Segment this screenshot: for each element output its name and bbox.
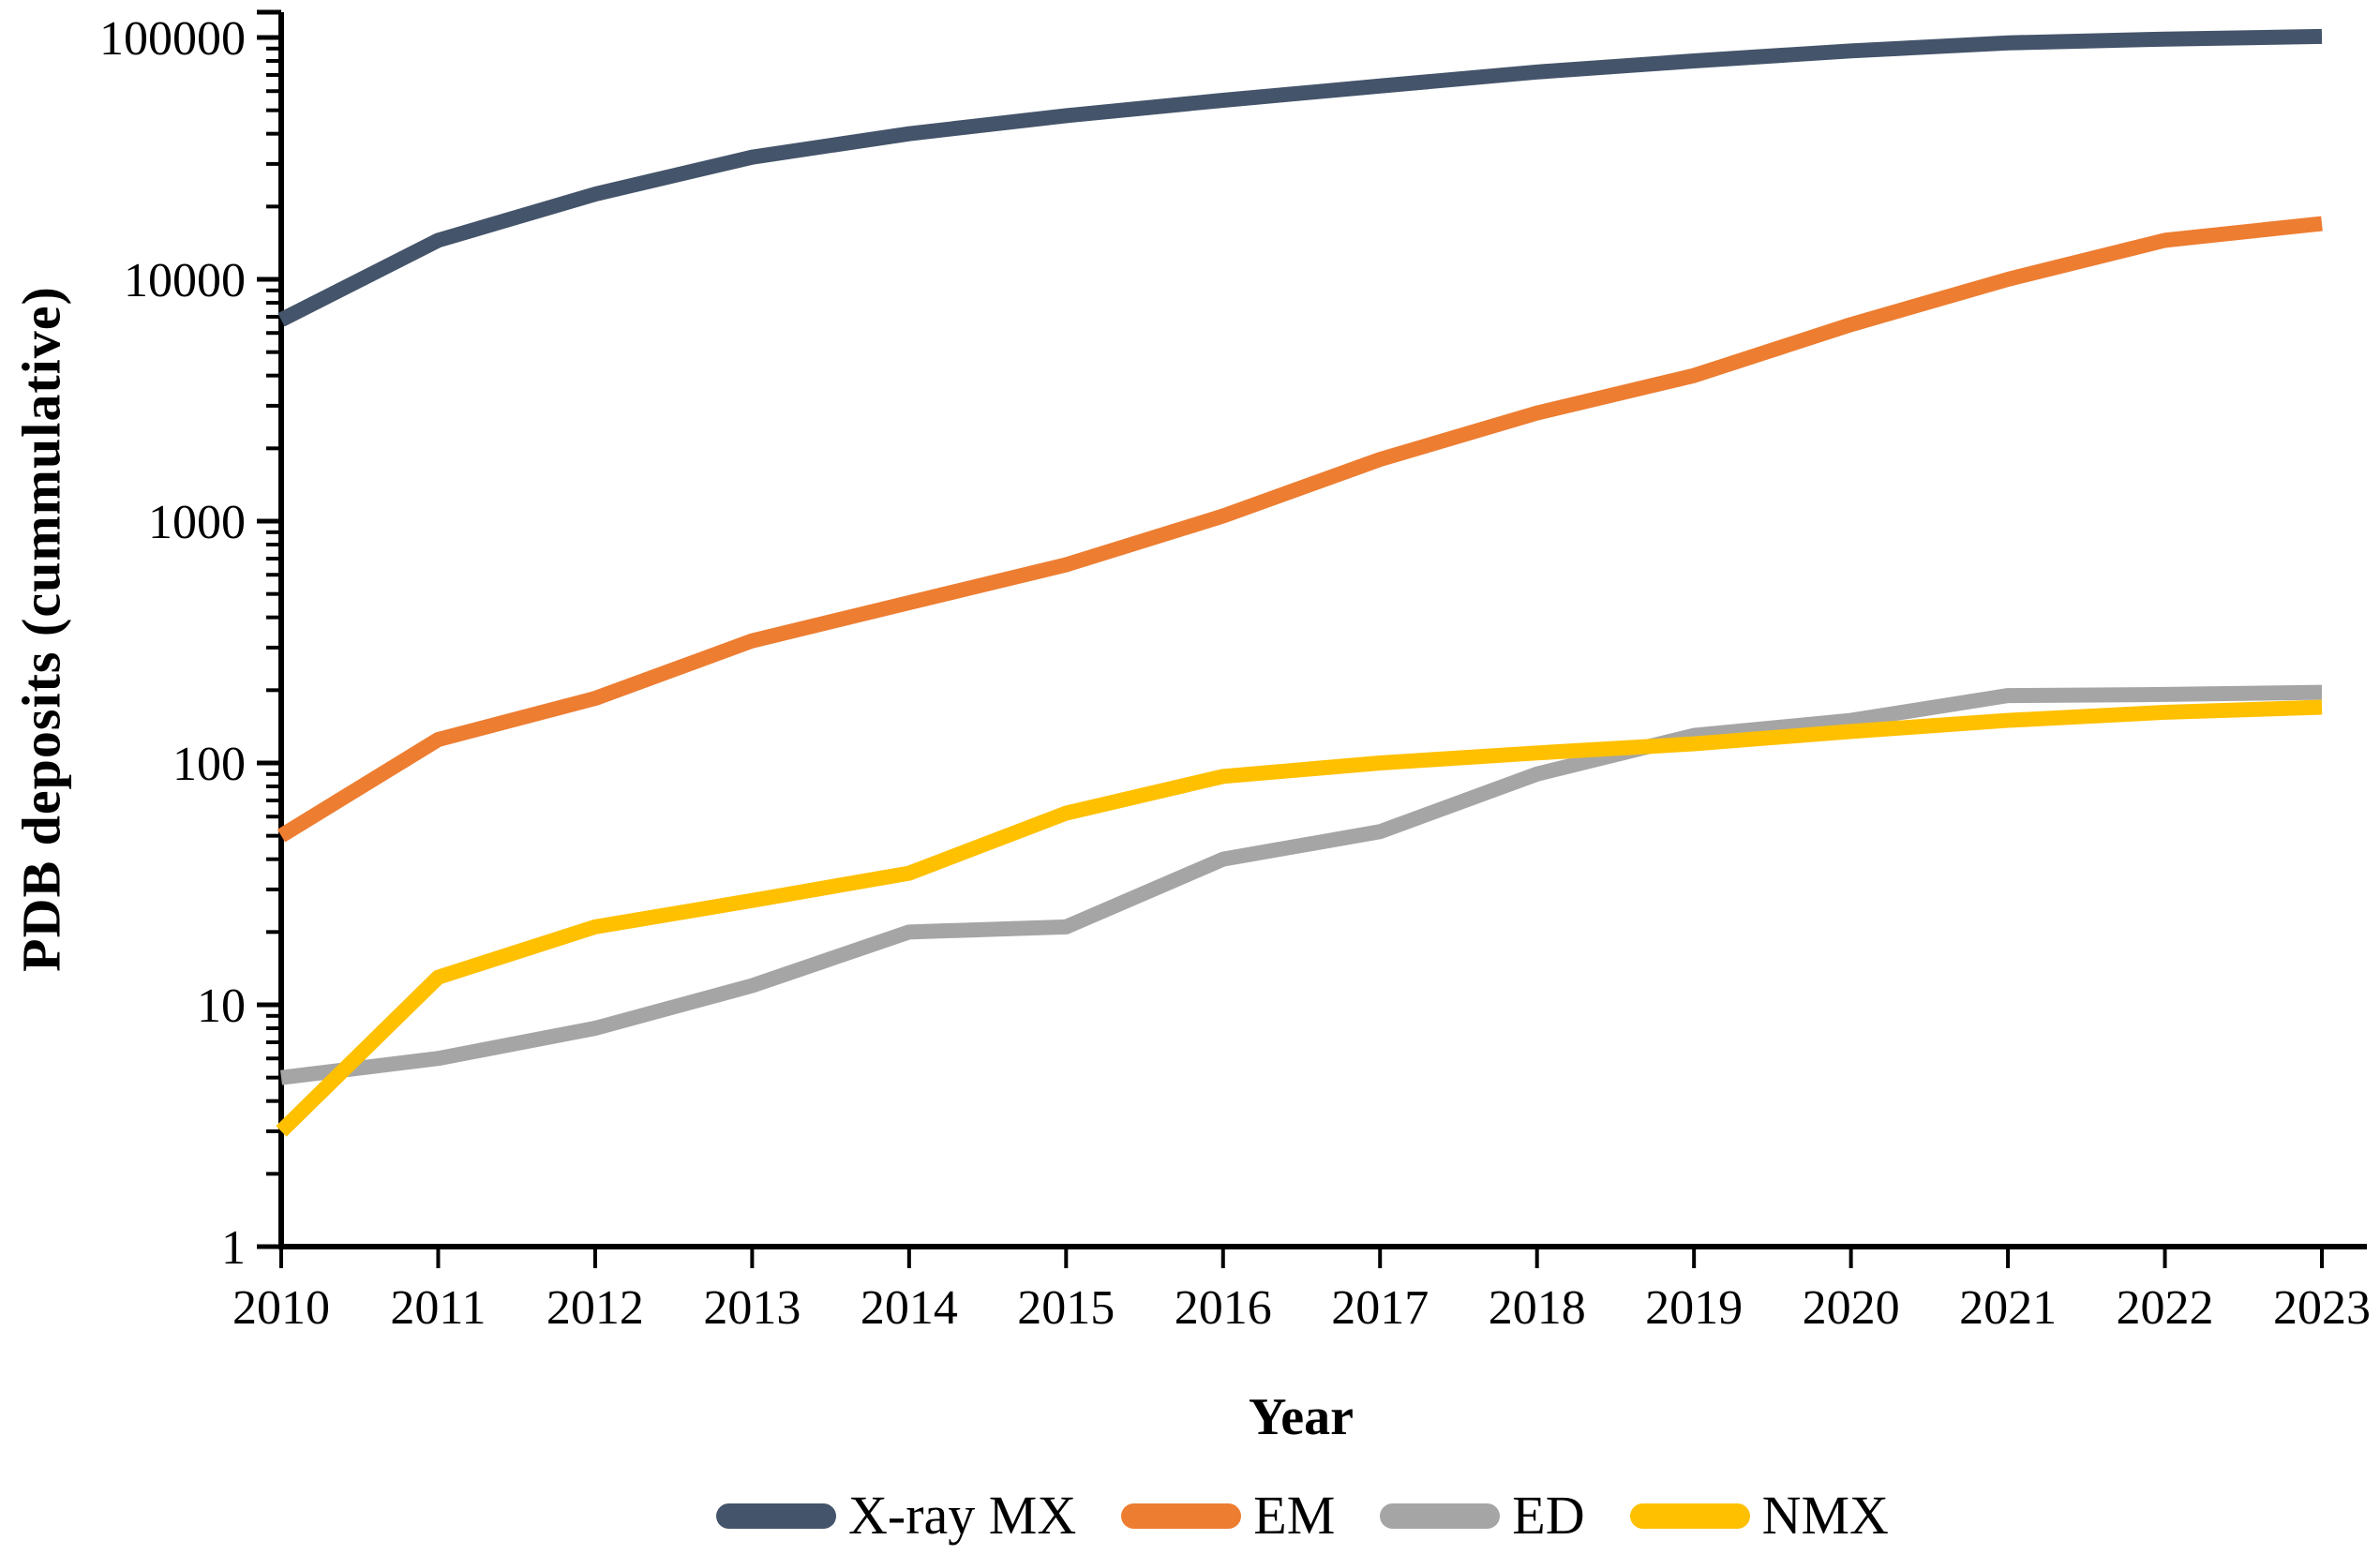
legend-line-icon [1629, 1503, 1750, 1529]
x-tick-label: 2014 [861, 1281, 958, 1335]
x-axis-title: Year [1249, 1388, 1354, 1446]
legend-item-x-ray-mx: X-ray MX [716, 1488, 1076, 1543]
y-tick-label: 1000 [148, 496, 246, 549]
x-tick-label: 2010 [232, 1281, 330, 1335]
legend: X-ray MX EM ED NMX [262, 1485, 2343, 1547]
y-tick-label: 10 [197, 979, 246, 1033]
legend-item-nmx: NMX [1629, 1485, 1889, 1546]
legend-label: NMX [1761, 1485, 1889, 1546]
legend-item-ed: ED [1380, 1485, 1585, 1546]
legend-line-icon [716, 1503, 837, 1529]
x-tick-label: 2012 [546, 1281, 644, 1335]
legend-label: ED [1512, 1485, 1585, 1546]
x-tick-label: 2015 [1017, 1281, 1115, 1335]
x-tick-label: 2019 [1645, 1281, 1743, 1335]
legend-label: X-ray MX [848, 1485, 1077, 1546]
y-axis-title: PDB deposits (cummulative) [10, 286, 72, 972]
x-tick-label: 2021 [1959, 1281, 2057, 1335]
series-line-em [277, 216, 2323, 843]
x-tick-label: 2011 [390, 1281, 486, 1335]
x-tick-label: 2013 [703, 1281, 801, 1335]
x-tick-label: 2020 [1803, 1281, 1900, 1335]
series-line-ed [280, 684, 2323, 1085]
legend-line-icon [1380, 1503, 1501, 1529]
series-line-nmx [276, 699, 2323, 1137]
series-line-x-ray-mx [277, 28, 2323, 327]
y-tick-label: 100 [172, 738, 246, 791]
y-tick-label: 100000 [99, 12, 246, 66]
x-tick-label: 2016 [1175, 1281, 1272, 1335]
legend-label: EM [1253, 1485, 1336, 1546]
y-tick-label: 1 [221, 1221, 246, 1275]
legend-line-icon [1121, 1503, 1242, 1529]
x-tick-label: 2022 [2117, 1281, 2214, 1335]
legend-item-em: EM [1121, 1488, 1335, 1543]
x-tick-label: 2017 [1331, 1281, 1429, 1335]
x-tick-label: 2018 [1489, 1281, 1586, 1335]
x-tick-label: 2023 [2273, 1281, 2371, 1335]
y-tick-label: 10000 [124, 254, 246, 307]
